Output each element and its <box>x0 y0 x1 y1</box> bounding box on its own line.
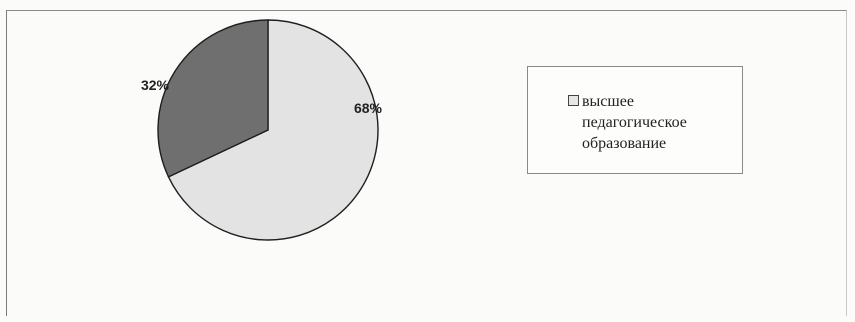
chart-frame <box>6 10 847 316</box>
pie-slice-1 <box>157 19 269 178</box>
slice-label-1: 32% <box>141 77 170 93</box>
slice-label-0: 68% <box>354 100 383 116</box>
legend-label: высшее педагогическое образование <box>582 93 687 152</box>
pie-slice-0 <box>167 19 379 241</box>
legend: высшее педагогическое образование <box>527 66 743 174</box>
legend-item: высшее педагогическое образование <box>568 91 738 154</box>
legend-swatch <box>568 95 579 106</box>
